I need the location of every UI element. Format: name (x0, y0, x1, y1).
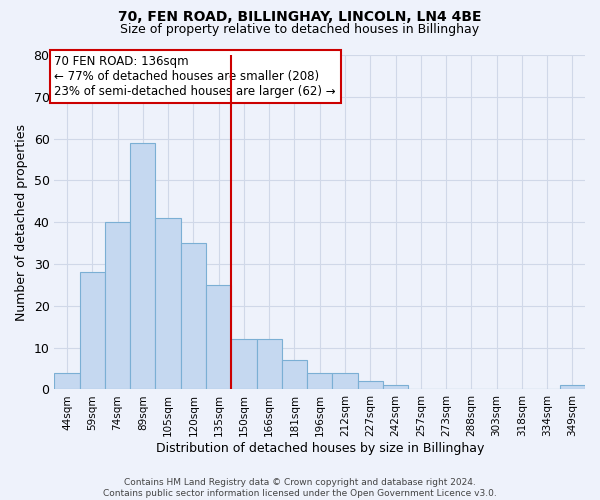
Y-axis label: Number of detached properties: Number of detached properties (15, 124, 28, 320)
Bar (105, 222, 130, 390)
Text: Size of property relative to detached houses in Billinghay: Size of property relative to detached ho… (121, 22, 479, 36)
Bar (130, 143, 155, 390)
Bar (231, 340, 257, 390)
Text: Contains HM Land Registry data © Crown copyright and database right 2024.
Contai: Contains HM Land Registry data © Crown c… (103, 478, 497, 498)
Bar (206, 285, 231, 390)
Bar (560, 386, 585, 390)
Bar (332, 372, 358, 390)
Bar (307, 372, 332, 390)
Text: 70, FEN ROAD, BILLINGHAY, LINCOLN, LN4 4BE: 70, FEN ROAD, BILLINGHAY, LINCOLN, LN4 4… (118, 10, 482, 24)
Bar (181, 243, 206, 390)
Bar (282, 360, 307, 390)
Bar (383, 386, 408, 390)
Bar (80, 272, 105, 390)
Text: 70 FEN ROAD: 136sqm
← 77% of detached houses are smaller (208)
23% of semi-detac: 70 FEN ROAD: 136sqm ← 77% of detached ho… (55, 55, 336, 98)
X-axis label: Distribution of detached houses by size in Billinghay: Distribution of detached houses by size … (155, 442, 484, 455)
Bar (257, 340, 282, 390)
Bar (358, 381, 383, 390)
Bar (155, 218, 181, 390)
Bar (55, 372, 80, 390)
